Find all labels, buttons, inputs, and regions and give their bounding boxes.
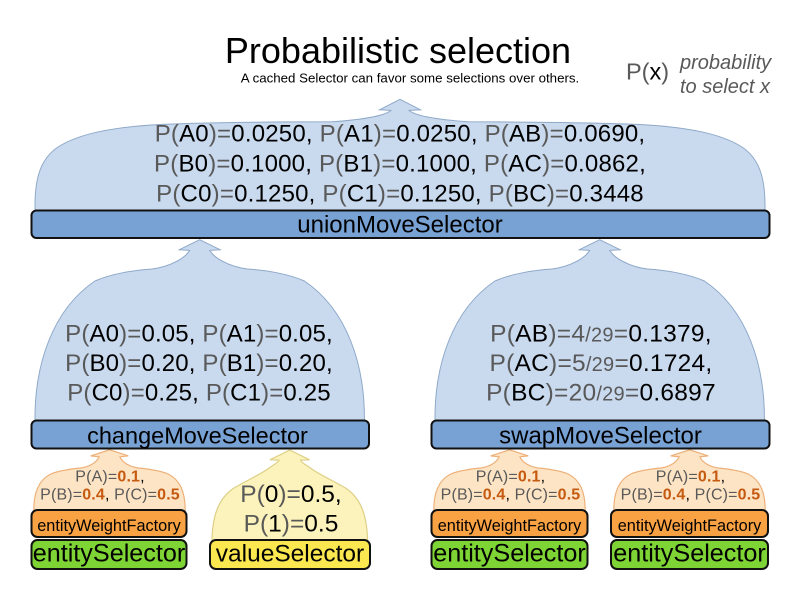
svg-text:entitySelector: entitySelector xyxy=(33,540,186,568)
svg-text:P(A0)=0.05, P(A1)=0.05,: P(A0)=0.05, P(A1)=0.05, xyxy=(65,321,333,348)
svg-text:P(B)=0.4, P(C)=0.5: P(B)=0.4, P(C)=0.5 xyxy=(40,487,180,504)
svg-text:P(B)=0.4, P(C)=0.5: P(B)=0.4, P(C)=0.5 xyxy=(621,487,761,504)
svg-text:P(BC)=20/29=0.6897: P(BC)=20/29=0.6897 xyxy=(486,380,716,407)
svg-text:P(x): P(x) xyxy=(626,59,669,85)
svg-text:P(A)=0.1,: P(A)=0.1, xyxy=(75,469,144,486)
svg-text:P(1)=0.5: P(1)=0.5 xyxy=(244,511,339,538)
svg-text:P(AC)=5/29=0.1724,: P(AC)=5/29=0.1724, xyxy=(489,350,712,377)
svg-text:P(0)=0.5,: P(0)=0.5, xyxy=(240,481,341,508)
svg-text:P(B0)=0.1000, P(B1)=0.1000, P(: P(B0)=0.1000, P(B1)=0.1000, P(AC)=0.0862… xyxy=(154,151,646,178)
svg-text:P(C0)=0.1250, P(C1)=0.1250, P(: P(C0)=0.1250, P(C1)=0.1250, P(BC)=0.3448 xyxy=(156,181,644,208)
svg-text:entitySelector: entitySelector xyxy=(613,540,766,568)
svg-text:P(B)=0.4, P(C)=0.5: P(B)=0.4, P(C)=0.5 xyxy=(441,487,581,504)
svg-text:P(A)=0.1,: P(A)=0.1, xyxy=(656,469,725,486)
svg-text:entityWeightFactory: entityWeightFactory xyxy=(438,517,582,535)
svg-text:Probabilistic selection: Probabilistic selection xyxy=(225,30,571,71)
svg-text:P(AB)=4/29=0.1379,: P(AB)=4/29=0.1379, xyxy=(490,321,712,348)
svg-text:P(C0)=0.25, P(C1)=0.25: P(C0)=0.25, P(C1)=0.25 xyxy=(67,380,330,407)
svg-text:A cached Selector can favor so: A cached Selector can favor some selecti… xyxy=(241,71,580,86)
svg-text:swapMoveSelector: swapMoveSelector xyxy=(499,423,702,450)
svg-text:entityWeightFactory: entityWeightFactory xyxy=(37,517,181,535)
svg-text:probability: probability xyxy=(679,52,772,74)
svg-text:P(A)=0.1,: P(A)=0.1, xyxy=(476,469,545,486)
svg-text:P(B0)=0.20, P(B1)=0.20,: P(B0)=0.20, P(B1)=0.20, xyxy=(65,350,333,377)
svg-text:unionMoveSelector: unionMoveSelector xyxy=(297,212,502,239)
svg-text:entityWeightFactory: entityWeightFactory xyxy=(618,517,762,535)
svg-text:P(A0)=0.0250, P(A1)=0.0250, P(: P(A0)=0.0250, P(A1)=0.0250, P(AB)=0.0690… xyxy=(155,121,646,148)
svg-text:valueSelector: valueSelector xyxy=(216,541,364,568)
svg-text:entitySelector: entitySelector xyxy=(433,540,586,568)
svg-text:changeMoveSelector: changeMoveSelector xyxy=(87,423,308,449)
svg-text:to select x: to select x xyxy=(680,76,771,98)
